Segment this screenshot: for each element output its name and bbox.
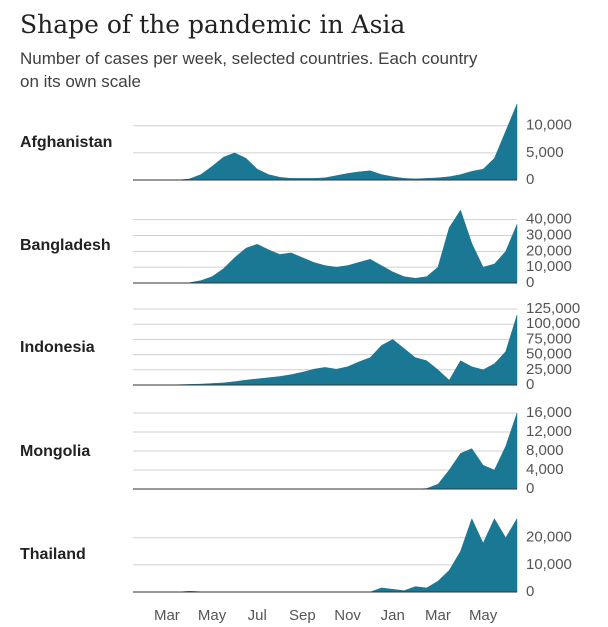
area	[133, 209, 518, 284]
y-tick-label: 125,000	[526, 300, 580, 317]
y-tick-label: 16,000	[526, 404, 572, 421]
y-tick-label: 75,000	[526, 330, 572, 347]
x-tick-label: Mar	[425, 607, 451, 624]
x-tick-label: Mar	[154, 607, 180, 624]
x-tick-label: Sep	[289, 607, 316, 624]
y-tick-label: 20,000	[526, 242, 572, 259]
y-tick-label: 30,000	[526, 226, 572, 243]
x-tick-label: Nov	[334, 607, 361, 624]
y-tick-label: 25,000	[526, 361, 572, 378]
y-tick-label: 40,000	[526, 211, 572, 228]
chart-subtitle: on its own scale	[20, 72, 141, 91]
country-label: Afghanistan	[20, 134, 112, 151]
y-tick-label: 0	[526, 171, 534, 188]
y-tick-label: 8,000	[526, 442, 564, 459]
chart-title: Shape of the pandemic in Asia	[20, 10, 405, 39]
y-tick-label: 4,000	[526, 461, 564, 478]
x-tick-label: May	[198, 607, 227, 624]
y-tick-label: 0	[526, 583, 534, 600]
y-tick-label: 0	[526, 274, 534, 291]
y-tick-label: 20,000	[526, 529, 572, 546]
y-tick-label: 10,000	[526, 117, 572, 134]
x-tick-label: Jul	[248, 607, 267, 624]
area	[133, 517, 518, 593]
area	[133, 103, 518, 181]
y-tick-label: 12,000	[526, 423, 572, 440]
chart-subtitle: Number of cases per week, selected count…	[20, 49, 478, 68]
y-tick-label: 100,000	[526, 315, 580, 332]
y-tick-label: 5,000	[526, 144, 564, 161]
x-tick-label: Jan	[381, 607, 405, 624]
y-tick-label: 10,000	[526, 258, 572, 275]
y-tick-label: 0	[526, 376, 534, 393]
y-tick-label: 10,000	[526, 556, 572, 573]
country-label: Thailand	[20, 546, 86, 563]
y-tick-label: 0	[526, 480, 534, 497]
x-tick-label: May	[469, 607, 498, 624]
area	[133, 315, 518, 386]
country-label: Bangladesh	[20, 237, 111, 254]
country-label: Mongolia	[20, 443, 90, 460]
y-tick-label: 50,000	[526, 346, 572, 363]
country-label: Indonesia	[20, 339, 95, 356]
